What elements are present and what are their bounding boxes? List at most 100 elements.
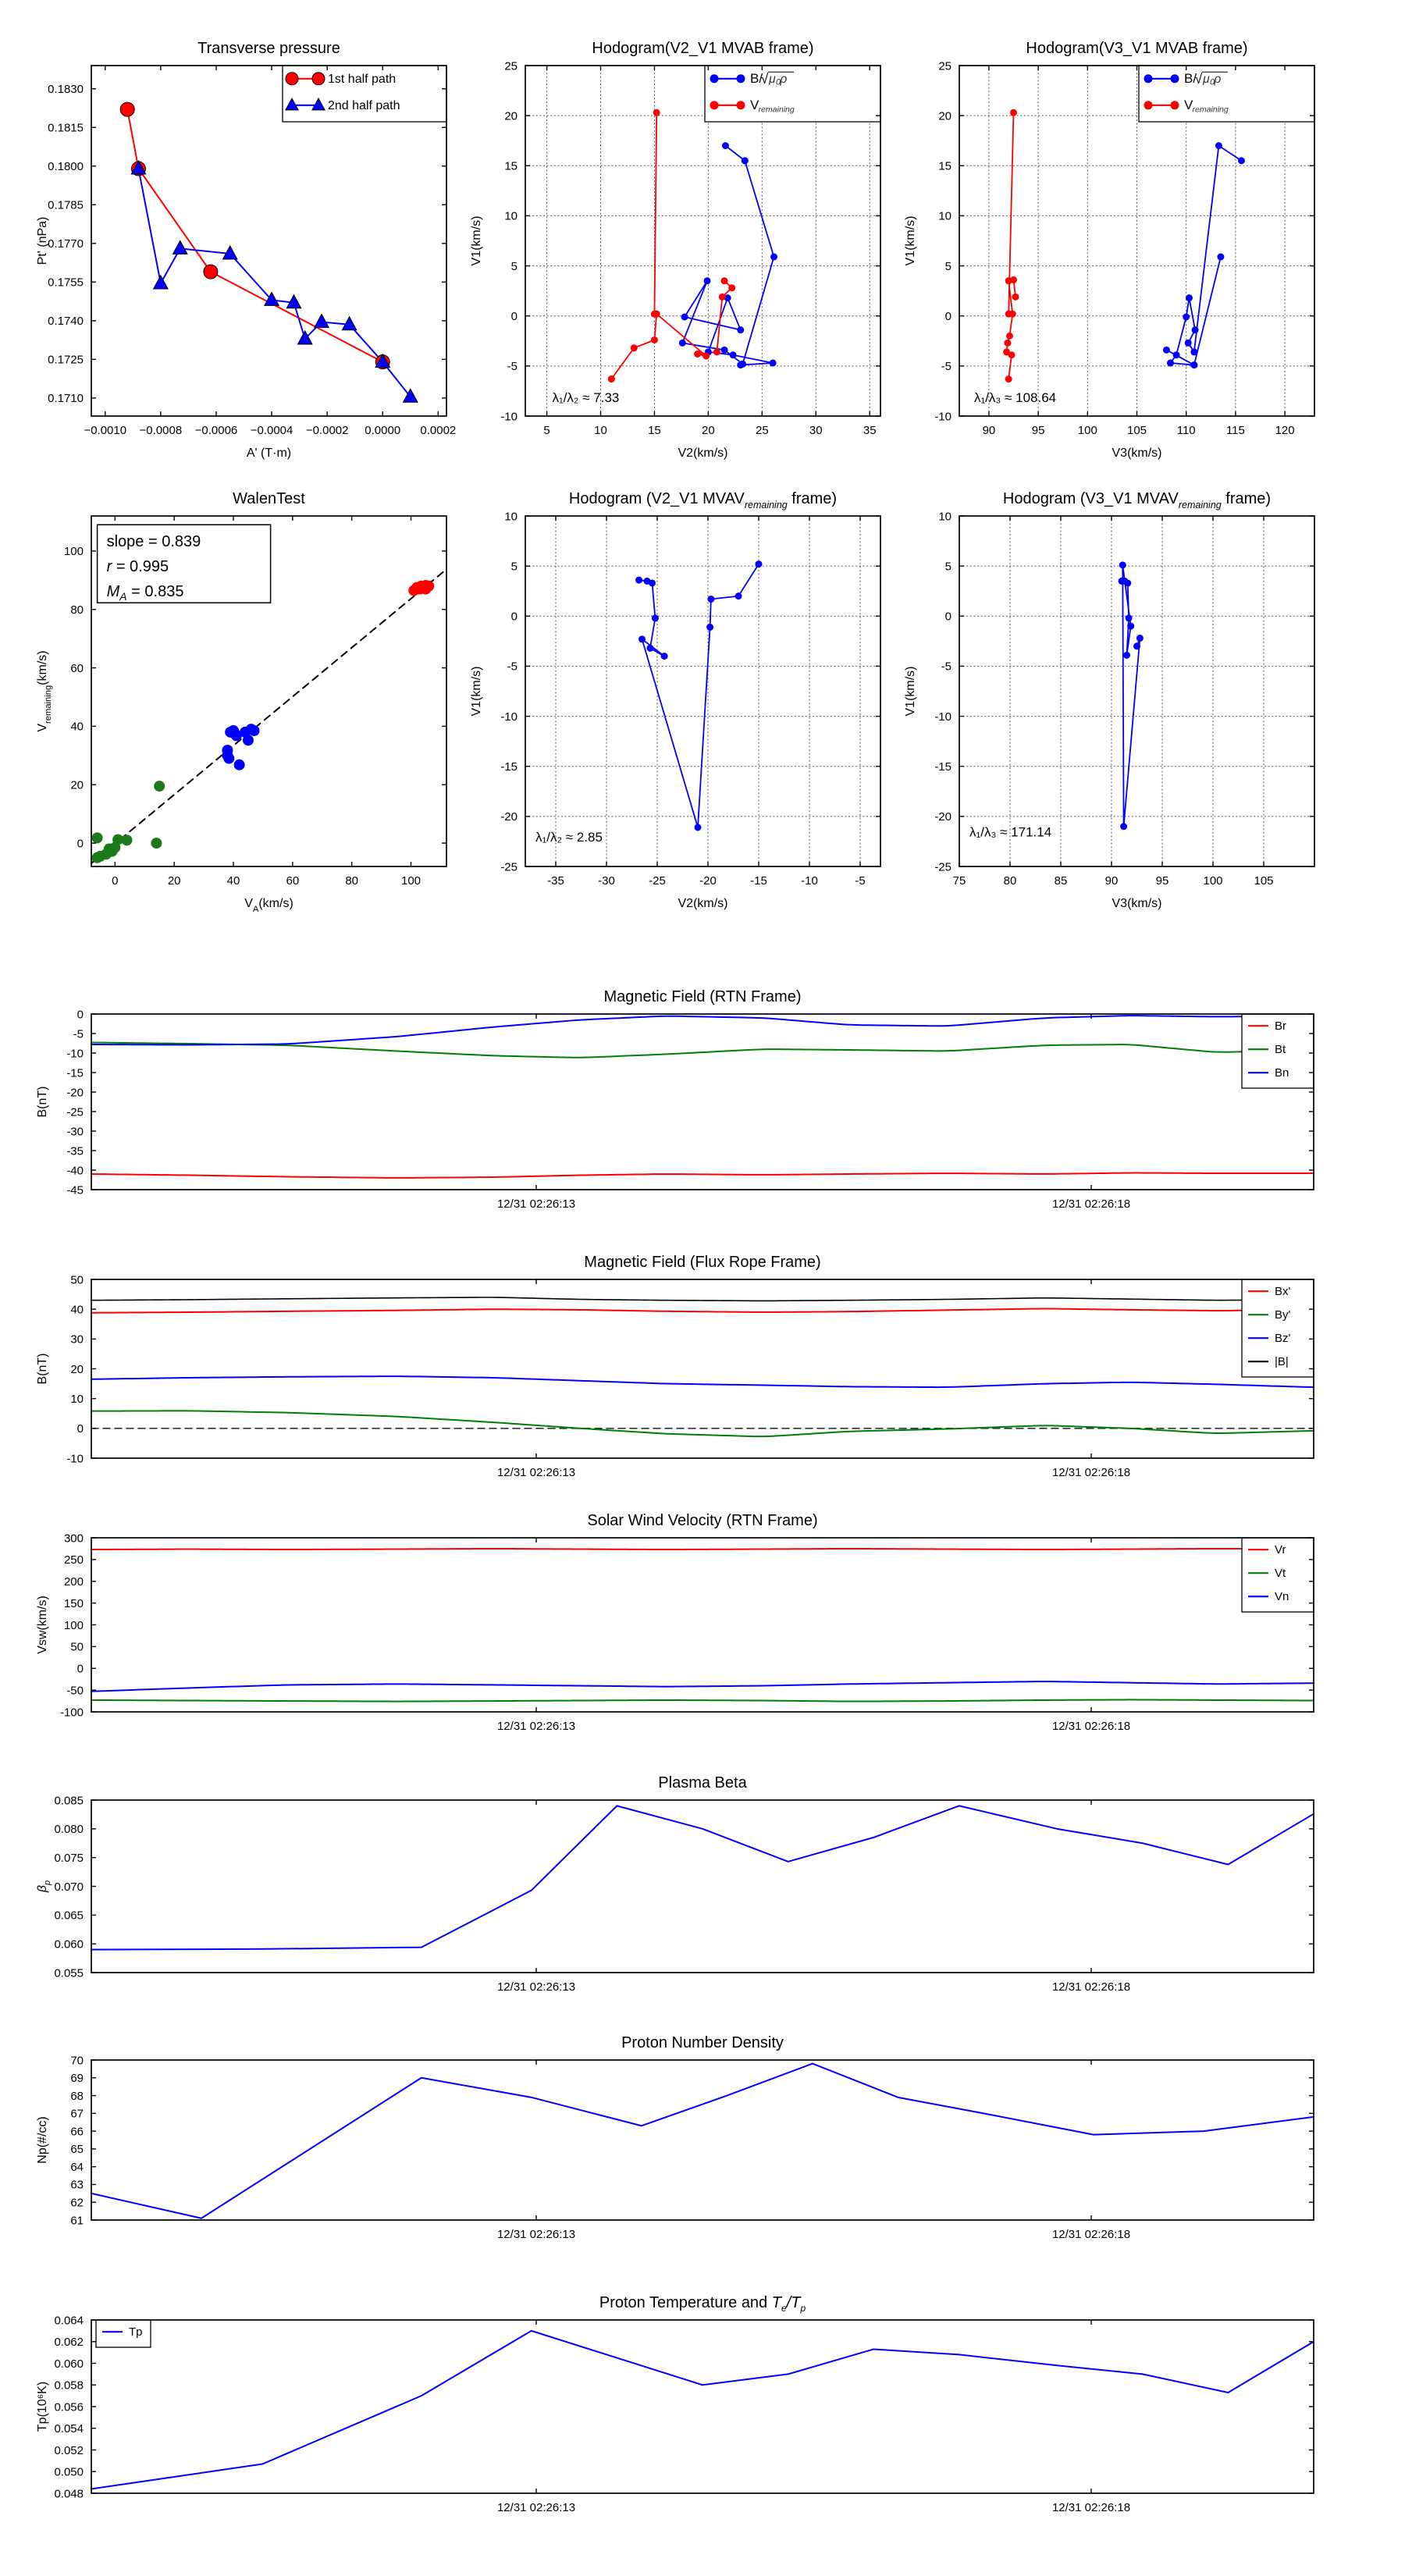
svg-text:12/31 02:26:18: 12/31 02:26:18	[1052, 2228, 1130, 2241]
svg-text:Tp: Tp	[129, 2325, 143, 2339]
svg-text:0: 0	[77, 837, 84, 850]
svg-text:B(nT): B(nT)	[36, 1087, 49, 1118]
svg-text:100: 100	[401, 874, 421, 888]
svg-text:60: 60	[286, 874, 299, 888]
svg-text:20: 20	[702, 424, 715, 437]
svg-text:12/31 02:26:18: 12/31 02:26:18	[1052, 2501, 1130, 2514]
svg-text:300: 300	[64, 1532, 84, 1545]
svg-text:-10: -10	[500, 410, 518, 423]
svg-text:By': By'	[1275, 1308, 1291, 1322]
svg-text:Hodogram(V3_V1 MVAB frame): Hodogram(V3_V1 MVAB frame)	[1026, 40, 1247, 57]
svg-text:0: 0	[945, 310, 951, 323]
svg-text:Tp(10⁶K): Tp(10⁶K)	[36, 2382, 49, 2432]
svg-text:20: 20	[504, 109, 518, 123]
svg-text:-10: -10	[801, 874, 818, 888]
svg-text:-20: -20	[699, 874, 717, 888]
svg-text:VA(km/s): VA(km/s)	[244, 897, 293, 914]
svg-text:Bz': Bz'	[1275, 1332, 1291, 1345]
svg-text:WalenTest: WalenTest	[233, 490, 305, 507]
svg-text:50: 50	[70, 1641, 84, 1654]
svg-text:12/31 02:26:18: 12/31 02:26:18	[1052, 1197, 1130, 1211]
svg-text:Proton Number Density: Proton Number Density	[621, 2034, 784, 2051]
svg-text:15: 15	[648, 424, 661, 437]
svg-text:85: 85	[1055, 874, 1068, 888]
svg-text:0.070: 0.070	[54, 1880, 84, 1894]
svg-text:61: 61	[70, 2214, 84, 2227]
svg-text:V2(km/s): V2(km/s)	[678, 897, 728, 910]
svg-text:0.1755: 0.1755	[48, 276, 84, 290]
svg-text:-40: -40	[66, 1164, 84, 1177]
svg-text:200: 200	[64, 1575, 84, 1589]
svg-text:12/31 02:26:13: 12/31 02:26:13	[497, 1980, 575, 1994]
svg-text:0.085: 0.085	[54, 1794, 84, 1807]
svg-text:70: 70	[70, 2054, 84, 2067]
svg-text:0.050: 0.050	[54, 2466, 84, 2479]
svg-text:Vr: Vr	[1275, 1543, 1286, 1557]
svg-text:0: 0	[511, 610, 518, 624]
svg-text:66: 66	[70, 2125, 84, 2138]
svg-text:5: 5	[543, 424, 550, 437]
svg-text:0.060: 0.060	[54, 2357, 84, 2371]
svg-text:V1(km/s): V1(km/s)	[904, 216, 917, 266]
svg-text:15: 15	[504, 160, 518, 173]
svg-text:50: 50	[70, 1273, 84, 1286]
svg-text:25: 25	[756, 424, 769, 437]
svg-text:10: 10	[504, 510, 518, 523]
svg-text:-5: -5	[941, 360, 951, 373]
svg-text:Vn: Vn	[1275, 1590, 1289, 1603]
svg-text:|B|: |B|	[1275, 1355, 1289, 1368]
svg-text:95: 95	[1156, 874, 1169, 888]
svg-text:-5: -5	[73, 1027, 84, 1041]
svg-text:√: √	[761, 71, 769, 87]
svg-text:80: 80	[1004, 874, 1017, 888]
svg-text:r = 0.995: r = 0.995	[107, 558, 169, 575]
svg-text:0.080: 0.080	[54, 1823, 84, 1836]
svg-text:V1(km/s): V1(km/s)	[904, 667, 917, 717]
svg-text:0.064: 0.064	[54, 2314, 84, 2327]
svg-text:0: 0	[77, 1008, 84, 1021]
svg-text:Solar Wind Velocity (RTN Frame: Solar Wind Velocity (RTN Frame)	[587, 1512, 817, 1529]
svg-text:0.065: 0.065	[54, 1909, 84, 1923]
svg-text:20: 20	[168, 874, 181, 888]
svg-text:Br: Br	[1275, 1019, 1286, 1033]
svg-text:βp: βp	[36, 1880, 52, 1893]
svg-text:-5: -5	[941, 660, 951, 674]
svg-text:ρ: ρ	[1213, 73, 1221, 86]
svg-text:-10: -10	[934, 710, 951, 724]
svg-text:V3(km/s): V3(km/s)	[1112, 447, 1162, 460]
svg-text:√: √	[1195, 71, 1203, 87]
svg-text:Proton Temperature and Te/Tp: Proton Temperature and Te/Tp	[599, 2294, 806, 2314]
svg-text:0.062: 0.062	[54, 2336, 84, 2349]
svg-text:12/31 02:26:13: 12/31 02:26:13	[497, 1466, 575, 1479]
svg-text:12/31 02:26:18: 12/31 02:26:18	[1052, 1980, 1130, 1994]
svg-text:-10: -10	[66, 1452, 84, 1465]
svg-text:25: 25	[938, 59, 951, 73]
svg-text:Pt' (nPa): Pt' (nPa)	[36, 217, 49, 265]
svg-text:5: 5	[511, 560, 518, 573]
svg-text:40: 40	[70, 720, 84, 734]
svg-text:−0.0008: −0.0008	[140, 424, 183, 437]
svg-text:12/31 02:26:13: 12/31 02:26:13	[497, 2501, 575, 2514]
svg-text:0: 0	[77, 1663, 84, 1676]
svg-text:μ: μ	[768, 73, 776, 86]
svg-text:5: 5	[945, 260, 951, 273]
svg-text:-5: -5	[507, 360, 518, 373]
svg-text:100: 100	[64, 1619, 84, 1632]
svg-text:30: 30	[809, 424, 823, 437]
svg-text:115: 115	[1226, 424, 1245, 437]
svg-text:-30: -30	[598, 874, 615, 888]
svg-text:Vt: Vt	[1275, 1567, 1286, 1580]
svg-text:12/31 02:26:18: 12/31 02:26:18	[1052, 1720, 1130, 1733]
svg-text:-100: -100	[60, 1706, 84, 1719]
svg-text:0.1770: 0.1770	[48, 237, 84, 251]
svg-text:V1(km/s): V1(km/s)	[470, 216, 483, 266]
svg-text:-20: -20	[66, 1086, 84, 1099]
svg-text:Magnetic Field (Flux Rope Fram: Magnetic Field (Flux Rope Frame)	[584, 1254, 820, 1271]
svg-text:Vsw(km/s): Vsw(km/s)	[36, 1596, 49, 1654]
svg-text:10: 10	[594, 424, 607, 437]
svg-text:−0.0006: −0.0006	[195, 424, 238, 437]
svg-text:λ₁/λ₂ ≈ 2.85: λ₁/λ₂ ≈ 2.85	[535, 830, 603, 845]
svg-text:10: 10	[938, 510, 951, 523]
svg-text:-15: -15	[934, 760, 951, 774]
svg-text:10: 10	[504, 210, 518, 223]
